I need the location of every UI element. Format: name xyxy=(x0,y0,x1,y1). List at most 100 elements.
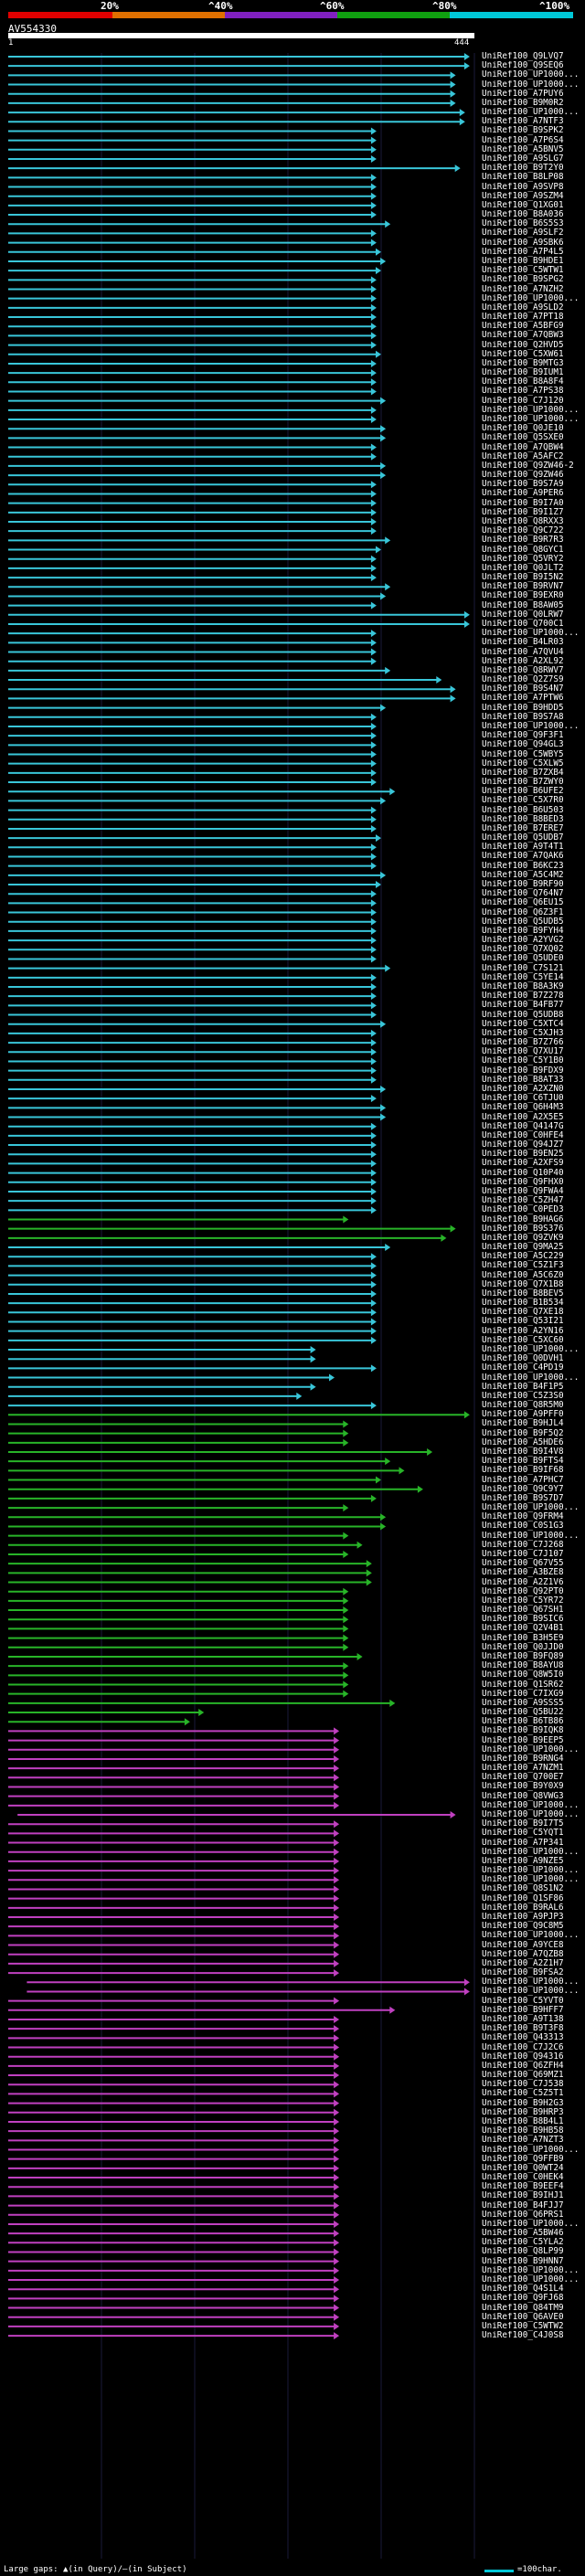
hit-label[interactable]: UniRef100_A5C229 xyxy=(482,1252,564,1262)
hit-label[interactable]: UniRef100_B4FJJ7 xyxy=(482,2200,564,2210)
hit-label[interactable]: UniRef100_A9SLF2 xyxy=(482,228,564,239)
hit-label[interactable]: UniRef100_B8A8F4 xyxy=(482,377,564,387)
hit-label[interactable]: UniRef100_C0PED3 xyxy=(482,1205,564,1215)
hit-label[interactable]: UniRef100_A7QAK6 xyxy=(482,852,564,862)
hit-label[interactable]: UniRef100_C7J2C6 xyxy=(482,2042,564,2052)
hit-label[interactable]: UniRef100_A7QBW4 xyxy=(482,442,564,452)
hit-label[interactable]: UniRef100_Q67V55 xyxy=(482,1559,564,1569)
hit-label[interactable]: UniRef100_Q7XU17 xyxy=(482,1047,564,1057)
hit-label[interactable]: UniRef100_Q700C1 xyxy=(482,619,564,629)
hit-label[interactable]: UniRef100_Q5UDB7 xyxy=(482,833,564,843)
hit-label[interactable]: UniRef100_Q94GL3 xyxy=(482,740,564,750)
hit-label[interactable]: UniRef100_A2XZN0 xyxy=(482,1084,564,1094)
hit-label[interactable]: UniRef100_Q94316 xyxy=(482,2051,564,2062)
hit-label[interactable]: UniRef100_C5WTW1 xyxy=(482,266,564,276)
hit-label[interactable]: UniRef100_C5XJH3 xyxy=(482,1028,564,1038)
hit-label[interactable]: UniRef100_A7PHC7 xyxy=(482,1475,564,1485)
hit-label[interactable]: UniRef100_Q5VRY2 xyxy=(482,554,564,564)
hit-label[interactable]: UniRef100_C5WTW2 xyxy=(482,2321,564,2331)
hit-label[interactable]: UniRef100_Q9LVQ7 xyxy=(482,52,564,61)
hit-label[interactable]: UniRef100_UP1000... xyxy=(482,1800,580,1810)
hit-label[interactable]: UniRef100_B9I7A0 xyxy=(482,498,564,508)
hit-label[interactable]: UniRef100_Q9FJ68 xyxy=(482,2294,564,2304)
hit-label[interactable]: UniRef100_C5YE14 xyxy=(482,972,564,982)
hit-label[interactable]: UniRef100_C4J0S8 xyxy=(482,2331,564,2341)
hit-label[interactable]: UniRef100_Q9MA25 xyxy=(482,1243,564,1253)
hit-label[interactable]: UniRef100_B8B4L1 xyxy=(482,2116,564,2126)
hit-label[interactable]: UniRef100_Q9C9Y7 xyxy=(482,1484,564,1494)
hit-label[interactable]: UniRef100_B4FB77 xyxy=(482,1001,564,1011)
hit-label[interactable]: UniRef100_C7J120 xyxy=(482,396,564,406)
hit-label[interactable]: UniRef100_UP1000... xyxy=(482,108,580,118)
hit-label[interactable]: UniRef100_UP1000... xyxy=(482,2145,580,2155)
hit-label[interactable]: UniRef100_B8BEV5 xyxy=(482,1288,564,1299)
hit-label[interactable]: UniRef100_A9YCE8 xyxy=(482,1940,564,1950)
hit-label[interactable]: UniRef100_B7Z278 xyxy=(482,991,564,1002)
hit-label[interactable]: UniRef100_C5X7R0 xyxy=(482,796,564,806)
hit-label[interactable]: UniRef100_B9I4V8 xyxy=(482,1447,564,1457)
hit-label[interactable]: UniRef100_B9S376 xyxy=(482,1224,564,1234)
hit-label[interactable]: UniRef100_B6U503 xyxy=(482,805,564,815)
hit-label[interactable]: UniRef100_B8A3K9 xyxy=(482,982,564,991)
hit-label[interactable]: UniRef100_A9SLD2 xyxy=(482,302,564,313)
hit-label[interactable]: UniRef100_Q700E7 xyxy=(482,1773,564,1783)
hit-label[interactable]: UniRef100_A7NZH2 xyxy=(482,284,564,294)
hit-label[interactable]: UniRef100_Q9FWA4 xyxy=(482,1186,564,1196)
hit-label[interactable]: UniRef100_B9EEF4 xyxy=(482,2182,564,2192)
hit-label[interactable]: UniRef100_B9SIC6 xyxy=(482,1615,564,1625)
hit-label[interactable]: UniRef100_Q4S1L4 xyxy=(482,2284,564,2295)
hit-label[interactable]: UniRef100_A7PT18 xyxy=(482,313,564,323)
hit-label[interactable]: UniRef100_Q9ZW46-2 xyxy=(482,461,574,471)
hit-label[interactable]: UniRef100_A2XFS9 xyxy=(482,1159,564,1169)
hit-label[interactable]: UniRef100_C5YVT0 xyxy=(482,1996,564,2006)
hit-label[interactable]: UniRef100_Q7XE18 xyxy=(482,1308,564,1318)
hit-label[interactable]: UniRef100_Q7XQ02 xyxy=(482,945,564,955)
hit-label[interactable]: UniRef100_A2YN16 xyxy=(482,1326,564,1336)
hit-label[interactable]: UniRef100_B9EEP5 xyxy=(482,1735,564,1745)
hit-label[interactable]: UniRef100_UP1000... xyxy=(482,2265,580,2275)
hit-label[interactable]: UniRef100_C5XC60 xyxy=(482,1335,564,1345)
hit-label[interactable]: UniRef100_A5HDE6 xyxy=(482,1437,564,1447)
hit-label[interactable]: UniRef100_UP1000... xyxy=(482,2219,580,2229)
hit-label[interactable]: UniRef100_B7Z766 xyxy=(482,1038,564,1048)
hit-label[interactable]: UniRef100_Q8S1N2 xyxy=(482,1884,564,1894)
hit-label[interactable]: UniRef100_Q0DVH1 xyxy=(482,1354,564,1364)
hit-label[interactable]: UniRef100_B9IF68 xyxy=(482,1466,564,1476)
hit-label[interactable]: UniRef100_Q1SR62 xyxy=(482,1680,564,1690)
hit-label[interactable]: UniRef100_UP1000... xyxy=(482,1931,580,1941)
hit-label[interactable]: UniRef100_C0HFE4 xyxy=(482,1130,564,1140)
hit-label[interactable]: UniRef100_UP1000... xyxy=(482,1810,580,1820)
hit-label[interactable]: UniRef100_Q9FFB9 xyxy=(482,2154,564,2164)
hit-label[interactable]: UniRef100_B9RF90 xyxy=(482,880,564,890)
hit-label[interactable]: UniRef100_B9FTS4 xyxy=(482,1457,564,1467)
hit-label[interactable]: UniRef100_A7P4L5 xyxy=(482,247,564,257)
hit-label[interactable]: UniRef100_Q5SXE0 xyxy=(482,433,564,443)
hit-label[interactable]: UniRef100_B9FYH4 xyxy=(482,926,564,936)
hit-label[interactable]: UniRef100_UP1000... xyxy=(482,1987,580,1997)
hit-label[interactable]: UniRef100_B9HDD5 xyxy=(482,703,564,713)
hit-label[interactable]: UniRef100_Q84TM9 xyxy=(482,2303,564,2313)
hit-label[interactable]: UniRef100_B9RAL6 xyxy=(482,1903,564,1913)
hit-label[interactable]: UniRef100_B9I7T5 xyxy=(482,1819,564,1829)
hit-label[interactable]: UniRef100_UP1000... xyxy=(482,1503,580,1513)
hit-label[interactable]: UniRef100_Q10P40 xyxy=(482,1168,564,1178)
hit-label[interactable]: UniRef100_UP1000... xyxy=(482,1345,580,1355)
hit-label[interactable]: UniRef100_UP1000... xyxy=(482,1744,580,1754)
hit-label[interactable]: UniRef100_C5YQT1 xyxy=(482,1829,564,1839)
hit-label[interactable]: UniRef100_A9SBK6 xyxy=(482,238,564,248)
hit-label[interactable]: UniRef100_Q6ZFH4 xyxy=(482,2061,564,2071)
hit-label[interactable]: UniRef100_Q9ZW46 xyxy=(482,471,564,481)
hit-label[interactable]: UniRef100_B9F5Q2 xyxy=(482,1428,564,1438)
hit-label[interactable]: UniRef100_UP1000... xyxy=(482,1875,580,1885)
hit-label[interactable]: UniRef100_A5BNV5 xyxy=(482,144,564,154)
hit-label[interactable]: UniRef100_Q9F3F1 xyxy=(482,731,564,741)
hit-label[interactable]: UniRef100_A7QBW3 xyxy=(482,331,564,341)
hit-label[interactable]: UniRef100_B9R7R3 xyxy=(482,535,564,546)
hit-label[interactable]: UniRef100_C5XTC4 xyxy=(482,1019,564,1029)
hit-label[interactable]: UniRef100_A5AFC2 xyxy=(482,451,564,461)
hit-label[interactable]: UniRef100_A7NTF3 xyxy=(482,117,564,127)
hit-label[interactable]: UniRef100_Q9ZVK9 xyxy=(482,1233,564,1243)
hit-label[interactable]: UniRef100_Q9C722 xyxy=(482,526,564,536)
hit-label[interactable]: UniRef100_B1B534 xyxy=(482,1299,564,1309)
hit-label[interactable]: UniRef100_Q69MZ1 xyxy=(482,2071,564,2081)
